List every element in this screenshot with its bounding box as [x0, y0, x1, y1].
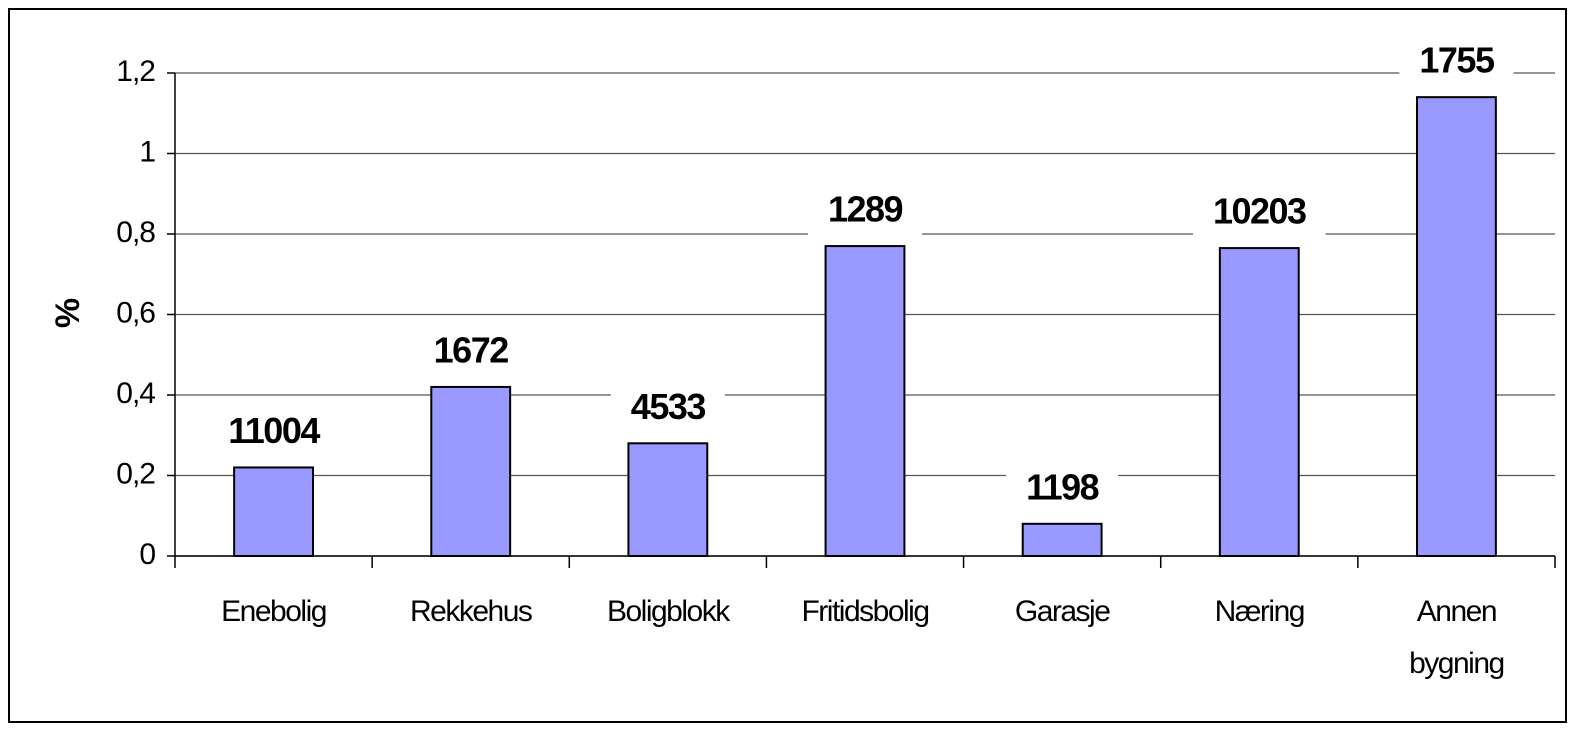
x-tick-label: Enebolig [221, 595, 327, 628]
count-label-bg [1006, 461, 1119, 518]
count-label: 11004 [228, 410, 320, 451]
bar [233, 466, 314, 558]
chart-border [8, 8, 1567, 723]
bar [1218, 247, 1300, 557]
x-tick-label: Garasje [1014, 595, 1111, 628]
count-label: 1198 [1026, 466, 1099, 507]
y-tick-label: 0,4 [116, 377, 155, 410]
count-label-bg [413, 324, 528, 381]
x-tick-label: Boligblokk [606, 595, 730, 628]
bar [627, 442, 709, 557]
y-tick-label: 0,6 [116, 296, 155, 329]
y-axis-label: % [49, 298, 87, 328]
y-tick-label: 0 [139, 538, 155, 571]
bar [1021, 522, 1103, 557]
x-tick-label: Annen bygning [1409, 595, 1505, 680]
count-label: 1289 [828, 189, 903, 230]
count-label: 4533 [631, 386, 706, 427]
y-tick-label: 0,8 [116, 216, 155, 249]
y-tick-label: 1,2 [116, 55, 155, 88]
x-tick-label: Rekkehus [410, 595, 533, 628]
x-tick-label: Næring [1214, 595, 1306, 628]
count-label-bg [1192, 186, 1326, 243]
count-label-bg [1399, 35, 1514, 92]
count-label: 1755 [1419, 40, 1495, 81]
x-tick-label: Fritidsbolig [801, 595, 930, 628]
y-tick-label: 0,2 [116, 457, 155, 490]
count-label-bg [807, 184, 923, 241]
count-label: 10203 [1213, 191, 1306, 232]
y-tick-label: 1 [139, 135, 155, 168]
count-label: 1672 [434, 329, 509, 370]
count-label-bg [610, 381, 725, 438]
bar [1416, 96, 1497, 558]
bar [824, 245, 906, 557]
bar [430, 385, 512, 558]
count-label-bg [208, 405, 339, 462]
